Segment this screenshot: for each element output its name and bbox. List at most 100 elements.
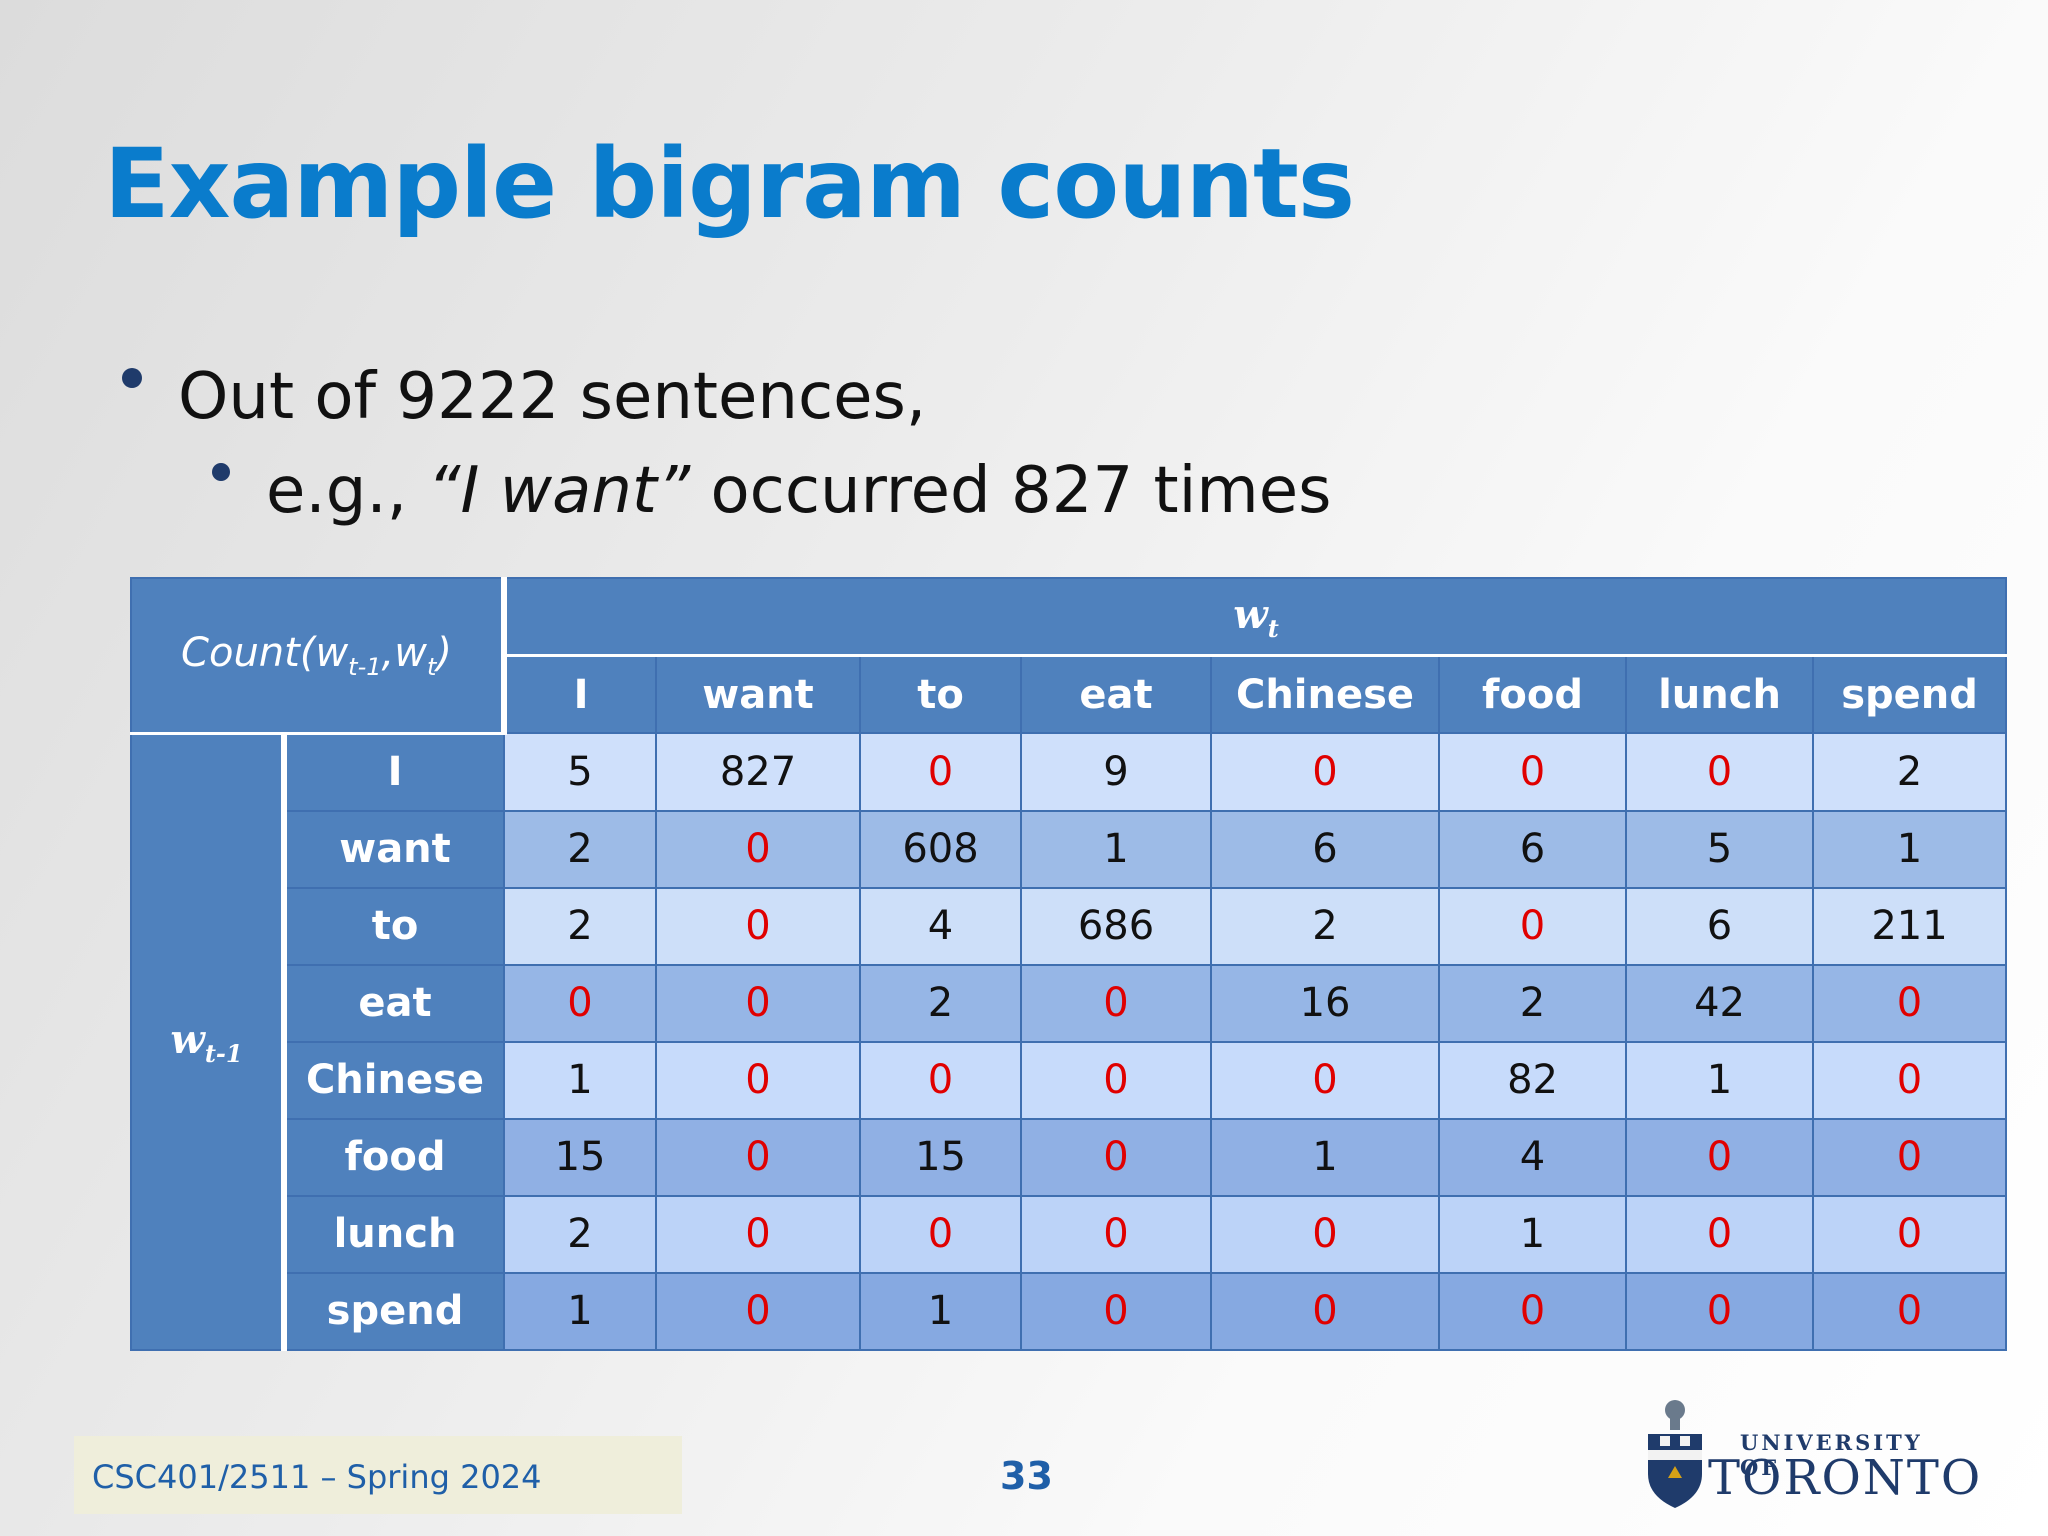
table-corner-label: Count(wt-1,wt) [129, 577, 508, 735]
table-cell: 211 [1812, 886, 2008, 966]
table-cell: 0 [1812, 1117, 2008, 1197]
table-cell: 2 [1438, 963, 1628, 1043]
row-header: food [282, 1117, 506, 1197]
table-cell: 0 [655, 1271, 862, 1351]
table-cell: 2 [503, 886, 658, 966]
table-cell: 0 [1020, 1040, 1213, 1120]
table-cell: 0 [1438, 1271, 1628, 1351]
table-cell: 0 [1812, 963, 2008, 1043]
table-cell: 686 [1020, 886, 1213, 966]
logo-toronto: TORONTO [1708, 1450, 1983, 1506]
table-cell: 1 [1625, 1040, 1815, 1120]
column-header: Chinese [1210, 654, 1441, 734]
logo-university-of: UNIVERSITY OF [1740, 1430, 1923, 1480]
table-cell: 2 [1210, 886, 1441, 966]
table-cell: 1 [1210, 1117, 1441, 1197]
table-cell: 2 [1812, 732, 2008, 812]
column-axis-label: wt [503, 577, 2008, 657]
table-cell: 0 [859, 1194, 1023, 1274]
table-body: wt-1 I 5 827 0 9 0 0 0 2 want 2 0 608 1 6 6 5 1 to 2 0 4 686 2 0 6… [130, 732, 2008, 1351]
table-cell: 0 [655, 809, 862, 889]
table-cell: 15 [503, 1117, 658, 1197]
table-row: spend 1 0 1 0 0 0 0 0 [131, 1271, 2008, 1351]
row-axis-label: wt-1 [130, 732, 287, 1351]
table-cell: 5 [503, 732, 658, 812]
table-cell: 0 [1210, 732, 1441, 812]
university-logo: UNIVERSITY OF TORONTO [1640, 1396, 1980, 1516]
bullet2-quote: “I want” [427, 454, 691, 528]
table-cell: 0 [1625, 1271, 1815, 1351]
table-cell: 0 [1020, 1194, 1213, 1274]
table-cell: 1 [503, 1040, 658, 1120]
page-number: 33 [1000, 1454, 1053, 1498]
column-header: spend [1812, 654, 2008, 734]
bullet-dot-icon [122, 368, 142, 389]
table-cell: 0 [1625, 732, 1815, 812]
column-header: lunch [1625, 654, 1815, 734]
table-cell: 0 [655, 1040, 862, 1120]
table-row: to 2 0 4 686 2 0 6 211 [131, 886, 2008, 966]
table-cell: 2 [859, 963, 1023, 1043]
bullet2-suffix: occurred 827 times [690, 454, 1332, 528]
table-cell: 0 [1210, 1194, 1441, 1274]
table-cell: 0 [1438, 732, 1628, 812]
table-cell: 0 [1625, 1117, 1815, 1197]
table-cell: 0 [503, 963, 658, 1043]
row-header: I [282, 732, 506, 812]
table-cell: 0 [1812, 1194, 2008, 1274]
table-row: eat 0 0 2 0 16 2 42 0 [131, 963, 2008, 1043]
row-header: lunch [282, 1194, 506, 1274]
table-cell: 0 [1210, 1040, 1441, 1120]
table-cell: 6 [1438, 809, 1628, 889]
footer-course: CSC401/2511 – Spring 2024 [92, 1458, 542, 1496]
row-header: eat [282, 963, 506, 1043]
table-cell: 0 [655, 1194, 862, 1274]
table-cell: 2 [503, 1194, 658, 1274]
table-cell: 0 [1020, 1117, 1213, 1197]
table-cell: 1 [503, 1271, 658, 1351]
row-header: Chinese [282, 1040, 506, 1120]
column-header: I [503, 654, 658, 734]
column-header: food [1438, 654, 1628, 734]
table-cell: 9 [1020, 732, 1213, 812]
row-header: spend [282, 1271, 506, 1351]
table-cell: 1 [1020, 809, 1213, 889]
slide-title: Example bigram counts [104, 128, 1355, 240]
table-cell: 42 [1625, 963, 1815, 1043]
table-cell: 0 [1812, 1271, 2008, 1351]
footer-course-box [74, 1436, 682, 1514]
bullet2-prefix: e.g., [266, 454, 428, 528]
table-cell: 0 [859, 732, 1023, 812]
table-cell: 15 [859, 1117, 1023, 1197]
table-row: want 2 0 608 1 6 6 5 1 [131, 809, 2008, 889]
table-cell: 827 [655, 732, 862, 812]
table-cell: 0 [859, 1040, 1023, 1120]
table-cell: 0 [1438, 886, 1628, 966]
table-cell: 4 [859, 886, 1023, 966]
table-cell: 6 [1210, 809, 1441, 889]
table-cell: 16 [1210, 963, 1441, 1043]
table-cell: 0 [1812, 1040, 2008, 1120]
table-cell: 1 [1812, 809, 2008, 889]
crest-icon [1648, 1400, 1702, 1508]
bullet-level2: e.g., “I want” occurred 827 times [212, 454, 1331, 528]
table-cell: 0 [1020, 1271, 1213, 1351]
table-cell: 2 [503, 809, 658, 889]
bullet-level1: Out of 9222 sentences, [122, 360, 926, 434]
table-cell: 1 [859, 1271, 1023, 1351]
table-row: lunch 2 0 0 0 0 1 0 0 [131, 1194, 2008, 1274]
table-cell: 0 [655, 1117, 862, 1197]
table-cell: 608 [859, 809, 1023, 889]
table-cell: 5 [1625, 809, 1815, 889]
table-cell: 0 [655, 886, 862, 966]
row-header: want [282, 809, 506, 889]
bullet-dot-icon [212, 463, 230, 482]
table-cell: 0 [1625, 1194, 1815, 1274]
table-row: wt-1 I 5 827 0 9 0 0 0 2 [130, 732, 2008, 1351]
table-cell: 0 [655, 963, 862, 1043]
table-cell: 4 [1438, 1117, 1628, 1197]
table-cell: 1 [1438, 1194, 1628, 1274]
column-header: eat [1020, 654, 1213, 734]
